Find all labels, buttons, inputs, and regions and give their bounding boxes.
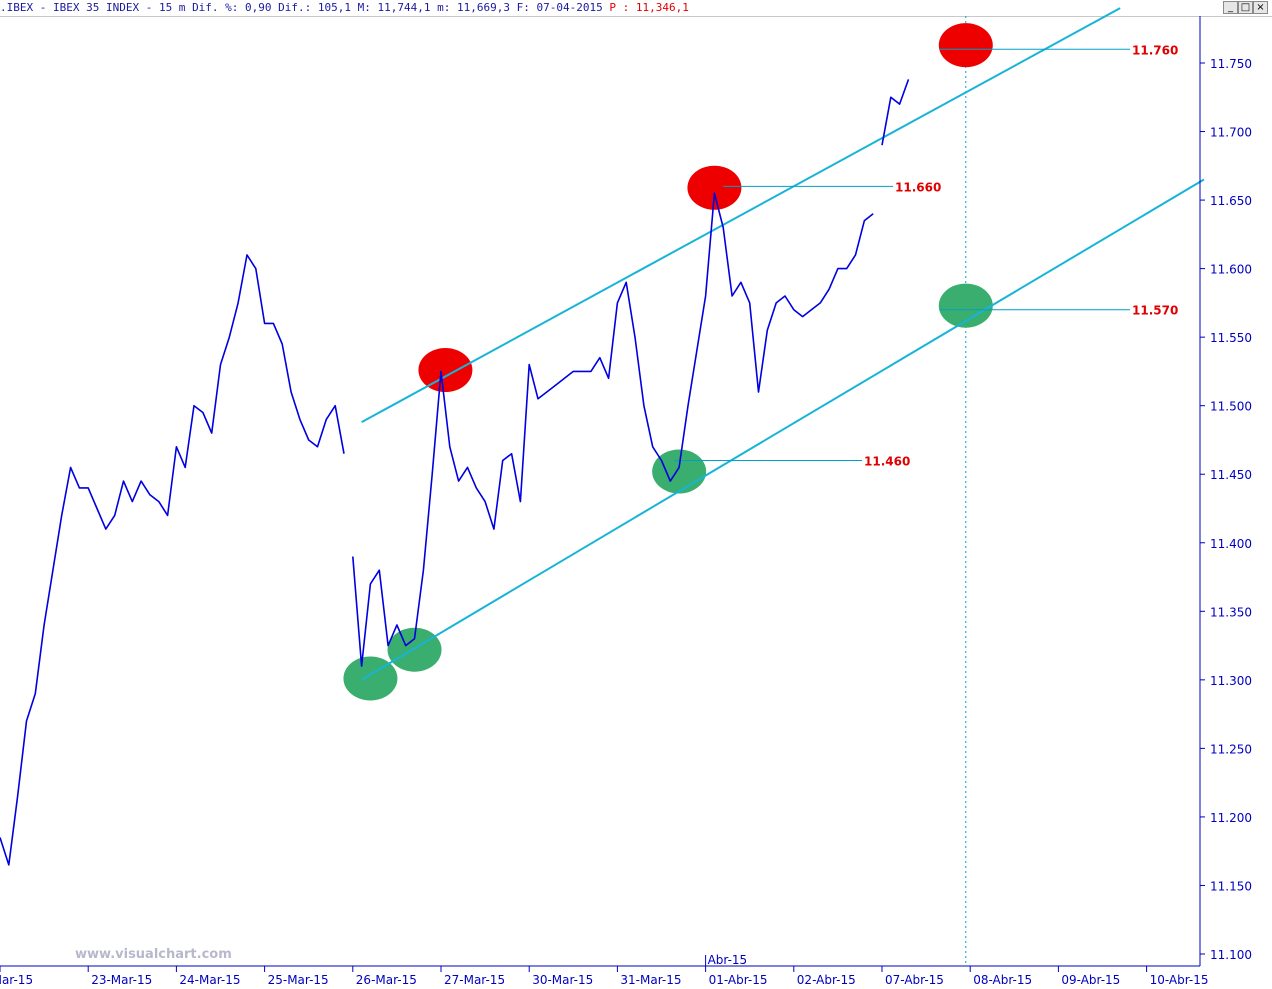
y-tick-label-3: 11.600	[1210, 263, 1252, 277]
max-text: M: 11,744,1	[357, 1, 431, 14]
min-text: m: 11,669,3	[437, 1, 510, 14]
support-marker-2	[652, 449, 707, 494]
maximize-button[interactable]: □	[1238, 1, 1253, 14]
support-marker-3	[938, 283, 993, 328]
minimize-button[interactable]: _	[1223, 1, 1238, 14]
y-tick-label-13: 11.100	[1210, 948, 1252, 962]
y-tick-label-6: 11.450	[1210, 468, 1252, 482]
level-label-1: 11.660	[895, 180, 941, 194]
x-tick-label-5: 27-Mar-15	[444, 973, 505, 987]
resistance-marker-0	[418, 348, 473, 393]
y-tick-label-5: 11.500	[1210, 400, 1252, 414]
x-tick-label-4: 26-Mar-15	[356, 973, 417, 987]
x-tick-label-9: 02-Abr-15	[797, 973, 856, 987]
y-tick-label-8: 11.350	[1210, 605, 1252, 619]
x-tick-label-3: 25-Mar-15	[268, 973, 329, 987]
level-label-3: 11.460	[864, 455, 910, 469]
date-text: F: 07-04-2015	[516, 1, 603, 14]
y-tick-label-12: 11.150	[1210, 879, 1252, 893]
y-axis: 11.750 11.700 11.650 11.600 11.550 11.500 11.4…	[1199, 16, 1252, 966]
x-tick-label-6: 30-Mar-15	[532, 973, 593, 987]
level-label-2: 11.570	[1132, 304, 1178, 318]
dif-pct-text: Dif. %: 0,90	[192, 1, 272, 14]
resistance-marker-1	[687, 165, 742, 210]
dif-text: Dif.: 105,1	[278, 1, 352, 14]
channel-line-0	[361, 7, 1121, 424]
plot-area: 11.760 11.660 11.570 11.460	[0, 7, 1205, 966]
y-tick-label-11: 11.200	[1210, 811, 1252, 825]
y-tick-label-1: 11.700	[1210, 126, 1252, 140]
support-marker-1	[387, 627, 442, 672]
chart-title-bar: .IBEX - IBEX 35 INDEX - 15 m Dif. %: 0,9…	[0, 0, 1272, 17]
symbol-text: .IBEX - IBEX 35 INDEX - 15 m	[0, 1, 186, 14]
window-controls: _ □ ×	[1223, 1, 1268, 14]
y-tick-label-0: 11.750	[1210, 57, 1252, 71]
y-tick-label-9: 11.300	[1210, 674, 1252, 688]
y-tick-label-10: 11.250	[1210, 742, 1252, 756]
x-tick-label-8: 01-Abr-15	[709, 973, 768, 987]
price-series-segment-0	[0, 254, 345, 866]
y-tick-label-2: 11.650	[1210, 194, 1252, 208]
resistance-marker-2	[938, 23, 993, 68]
x-tick-label-0: 20-Mar-15	[0, 973, 33, 987]
channel-line-1	[361, 178, 1205, 681]
p-value-text: P : 11,346,1	[609, 1, 689, 14]
x-tick-label-1: 23-Mar-15	[91, 973, 152, 987]
x-axis: 20-Mar-15 23-Mar-15 24-Mar-15 25-Mar-15 26-M…	[0, 953, 1209, 987]
y-tick-label-7: 11.400	[1210, 537, 1252, 551]
x-tick-label-7: 31-Mar-15	[620, 973, 681, 987]
close-button[interactable]: ×	[1253, 1, 1268, 14]
month-label: Abr-15	[708, 953, 748, 967]
level-label-0: 11.760	[1132, 43, 1178, 57]
x-tick-label-10: 07-Abr-15	[885, 973, 944, 987]
x-tick-label-2: 24-Mar-15	[179, 973, 240, 987]
x-tick-label-12: 09-Abr-15	[1061, 973, 1120, 987]
x-tick-label-11: 08-Abr-15	[973, 973, 1032, 987]
watermark-text: www.visualchart.com	[75, 947, 232, 962]
price-series-segment-1	[352, 192, 874, 667]
y-tick-label-4: 11.550	[1210, 331, 1252, 345]
price-series-segment-2	[881, 79, 910, 146]
x-tick-label-13: 10-Abr-15	[1150, 973, 1209, 987]
